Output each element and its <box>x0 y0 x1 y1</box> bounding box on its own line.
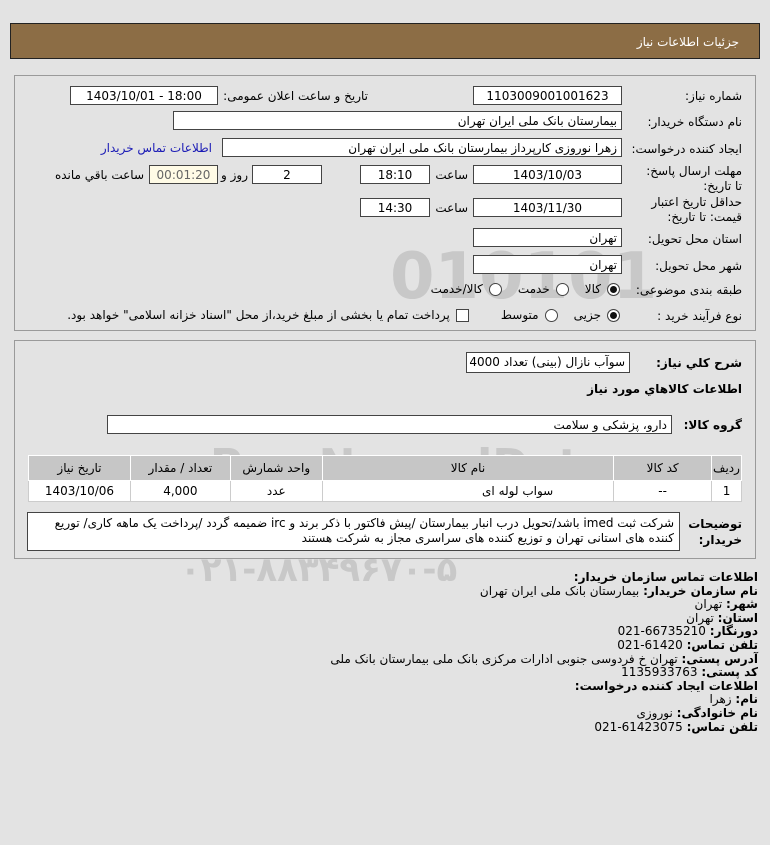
category-both-label: کالا/خدمت <box>430 282 483 296</box>
province-label: استان: <box>717 610 758 625</box>
province-label: استان محل تحویل: <box>647 232 742 246</box>
category-label: طبقه بندی موضوعی: <box>635 283 742 297</box>
name-label: نام: <box>735 692 758 707</box>
city-label: شهر: <box>726 597 758 612</box>
notes-label: توضیحات خریدار: <box>688 517 742 547</box>
process-medium-label: متوسط <box>500 308 539 322</box>
goods-table: ردیف کد کالا نام کالا واحد شمارش تعداد /… <box>28 455 742 502</box>
days-label: روز و <box>221 168 248 182</box>
remaining-label: ساعت باقي مانده <box>54 168 144 182</box>
page-header: جزئیات اطلاعات نیاز <box>10 23 760 59</box>
summary-label: شرح کلي نياز: <box>656 356 742 370</box>
creator-label: ایجاد کننده درخواست: <box>631 142 742 156</box>
payment-note: پرداخت تمام یا بخشی از مبلغ خرید،از محل … <box>67 308 450 322</box>
deadline-time-field[interactable]: 18:10 <box>360 165 430 184</box>
validity-time-field[interactable]: 14:30 <box>360 198 430 217</box>
process-minor-label: جزیی <box>573 308 601 322</box>
creator-heading: اطلاعات ایجاد کننده درخواست: <box>574 678 758 693</box>
contact-heading: اطلاعات تماس سازمان خریدار: <box>573 570 758 584</box>
validity-time-label: ساعت <box>435 201 468 215</box>
fax-label: دورنگار: <box>709 624 758 639</box>
cell-qty: 4,000 <box>129 480 231 502</box>
table-header-row: ردیف کد کالا نام کالا واحد شمارش تعداد /… <box>28 455 742 481</box>
payment-checkbox[interactable] <box>455 308 469 322</box>
group-label: گروه کالا: <box>683 418 742 432</box>
org-value: بیمارستان بانک ملی ایران تهران <box>479 583 640 598</box>
need-number-field[interactable]: 1103009001001623 <box>473 86 622 105</box>
process-minor-radio[interactable] <box>607 308 620 322</box>
contact-section: اطلاعات تماس سازمان خریدار: نام سازمان خ… <box>330 570 758 734</box>
notes-field: شرکت ثبت imed باشد/تحویل درب انبار بیمار… <box>27 512 680 551</box>
goods-heading: اطلاعات کالاهاي مورد نياز <box>587 382 742 396</box>
city-field[interactable]: تهران <box>473 255 622 274</box>
col-date: تاریخ نیاز <box>28 455 131 481</box>
process-label: نوع فرآیند خرید : <box>657 309 742 323</box>
creator-phone-value: 61423075-021 <box>594 719 683 734</box>
col-code: کد کالا <box>613 455 713 481</box>
category-goods-radio[interactable] <box>607 282 620 296</box>
cell-unit: عدد <box>229 480 323 502</box>
address-value: تهران خ فردوسی جنوبی ادارات مرکزی بانک م… <box>330 651 678 666</box>
need-number-label: شماره نیاز: <box>685 89 742 103</box>
creator-phone-label: تلفن تماس: <box>686 719 758 734</box>
postal-value: 1135933763 <box>621 665 698 680</box>
category-service-label: خدمت <box>517 282 550 296</box>
cell-row: 1 <box>711 480 742 502</box>
process-medium-radio[interactable] <box>544 308 558 322</box>
category-both-radio[interactable] <box>488 282 502 296</box>
city-label: شهر محل تحویل: <box>655 259 742 273</box>
fax-value: 66735210-021 <box>617 624 706 639</box>
category-radio-group: کالا خدمت کالا/خدمت <box>431 282 620 296</box>
address-label: آدرس پستی: <box>681 651 758 666</box>
name-value: زهرا <box>709 692 732 707</box>
announce-field[interactable]: 1403/10/01 - 18:00 <box>70 86 218 105</box>
deadline-label: مهلت ارسال پاسخ: تا تاریخ: <box>646 164 742 193</box>
org-label: نام سازمان خریدار: <box>643 583 758 598</box>
creator-field[interactable]: زهرا نوروزی کارپرداز بیمارستان بانک ملی … <box>222 138 622 157</box>
summary-field: سوآب نازال (بینی) تعداد 4000 عدد <box>466 352 630 373</box>
postal-label: کد پستی: <box>701 665 758 680</box>
family-label: نام خانوادگی: <box>676 705 758 720</box>
phone-value: 61420-021 <box>617 637 683 652</box>
process-radio-group: جزیی متوسط پرداخت تمام یا بخشی از مبلغ خ… <box>67 308 620 322</box>
col-unit: واحد شمارش <box>229 455 323 481</box>
family-value: نوروزی <box>636 705 673 720</box>
table-row: 1 -- سواب لوله ای عدد 4,000 1403/10/06 <box>28 480 742 502</box>
group-field: دارو، پزشکی و سلامت <box>107 415 672 434</box>
col-qty: تعداد / مقدار <box>129 455 231 481</box>
buyer-contact-link[interactable]: اطلاعات تماس خریدار <box>100 141 212 155</box>
category-service-radio[interactable] <box>555 282 569 296</box>
phone-label: تلفن تماس: <box>686 637 758 652</box>
category-goods-label: کالا <box>584 282 601 296</box>
deadline-date-field[interactable]: 1403/10/03 <box>473 165 622 184</box>
validity-date-field[interactable]: 1403/11/30 <box>473 198 622 217</box>
remaining-time-field: 00:01:20 <box>149 165 218 184</box>
province-field[interactable]: تهران <box>473 228 622 247</box>
announce-label: تاریخ و ساعت اعلان عمومی: <box>223 89 368 103</box>
buyer-field[interactable]: بیمارستان بانک ملی ایران تهران <box>173 111 622 130</box>
province-value: تهران <box>686 610 714 625</box>
col-row: ردیف <box>711 455 742 481</box>
days-field[interactable]: 2 <box>252 165 322 184</box>
col-name: نام کالا <box>321 455 615 481</box>
cell-date: 1403/10/06 <box>28 480 131 502</box>
cell-name: سواب لوله ای <box>321 480 615 502</box>
cell-code: -- <box>613 480 713 502</box>
validity-label: حداقل تاریخ اعتبار قیمت: تا تاریخ: <box>651 195 742 224</box>
buyer-label: نام دستگاه خریدار: <box>647 115 743 129</box>
city-value: تهران <box>694 597 723 612</box>
deadline-time-label: ساعت <box>435 168 468 182</box>
